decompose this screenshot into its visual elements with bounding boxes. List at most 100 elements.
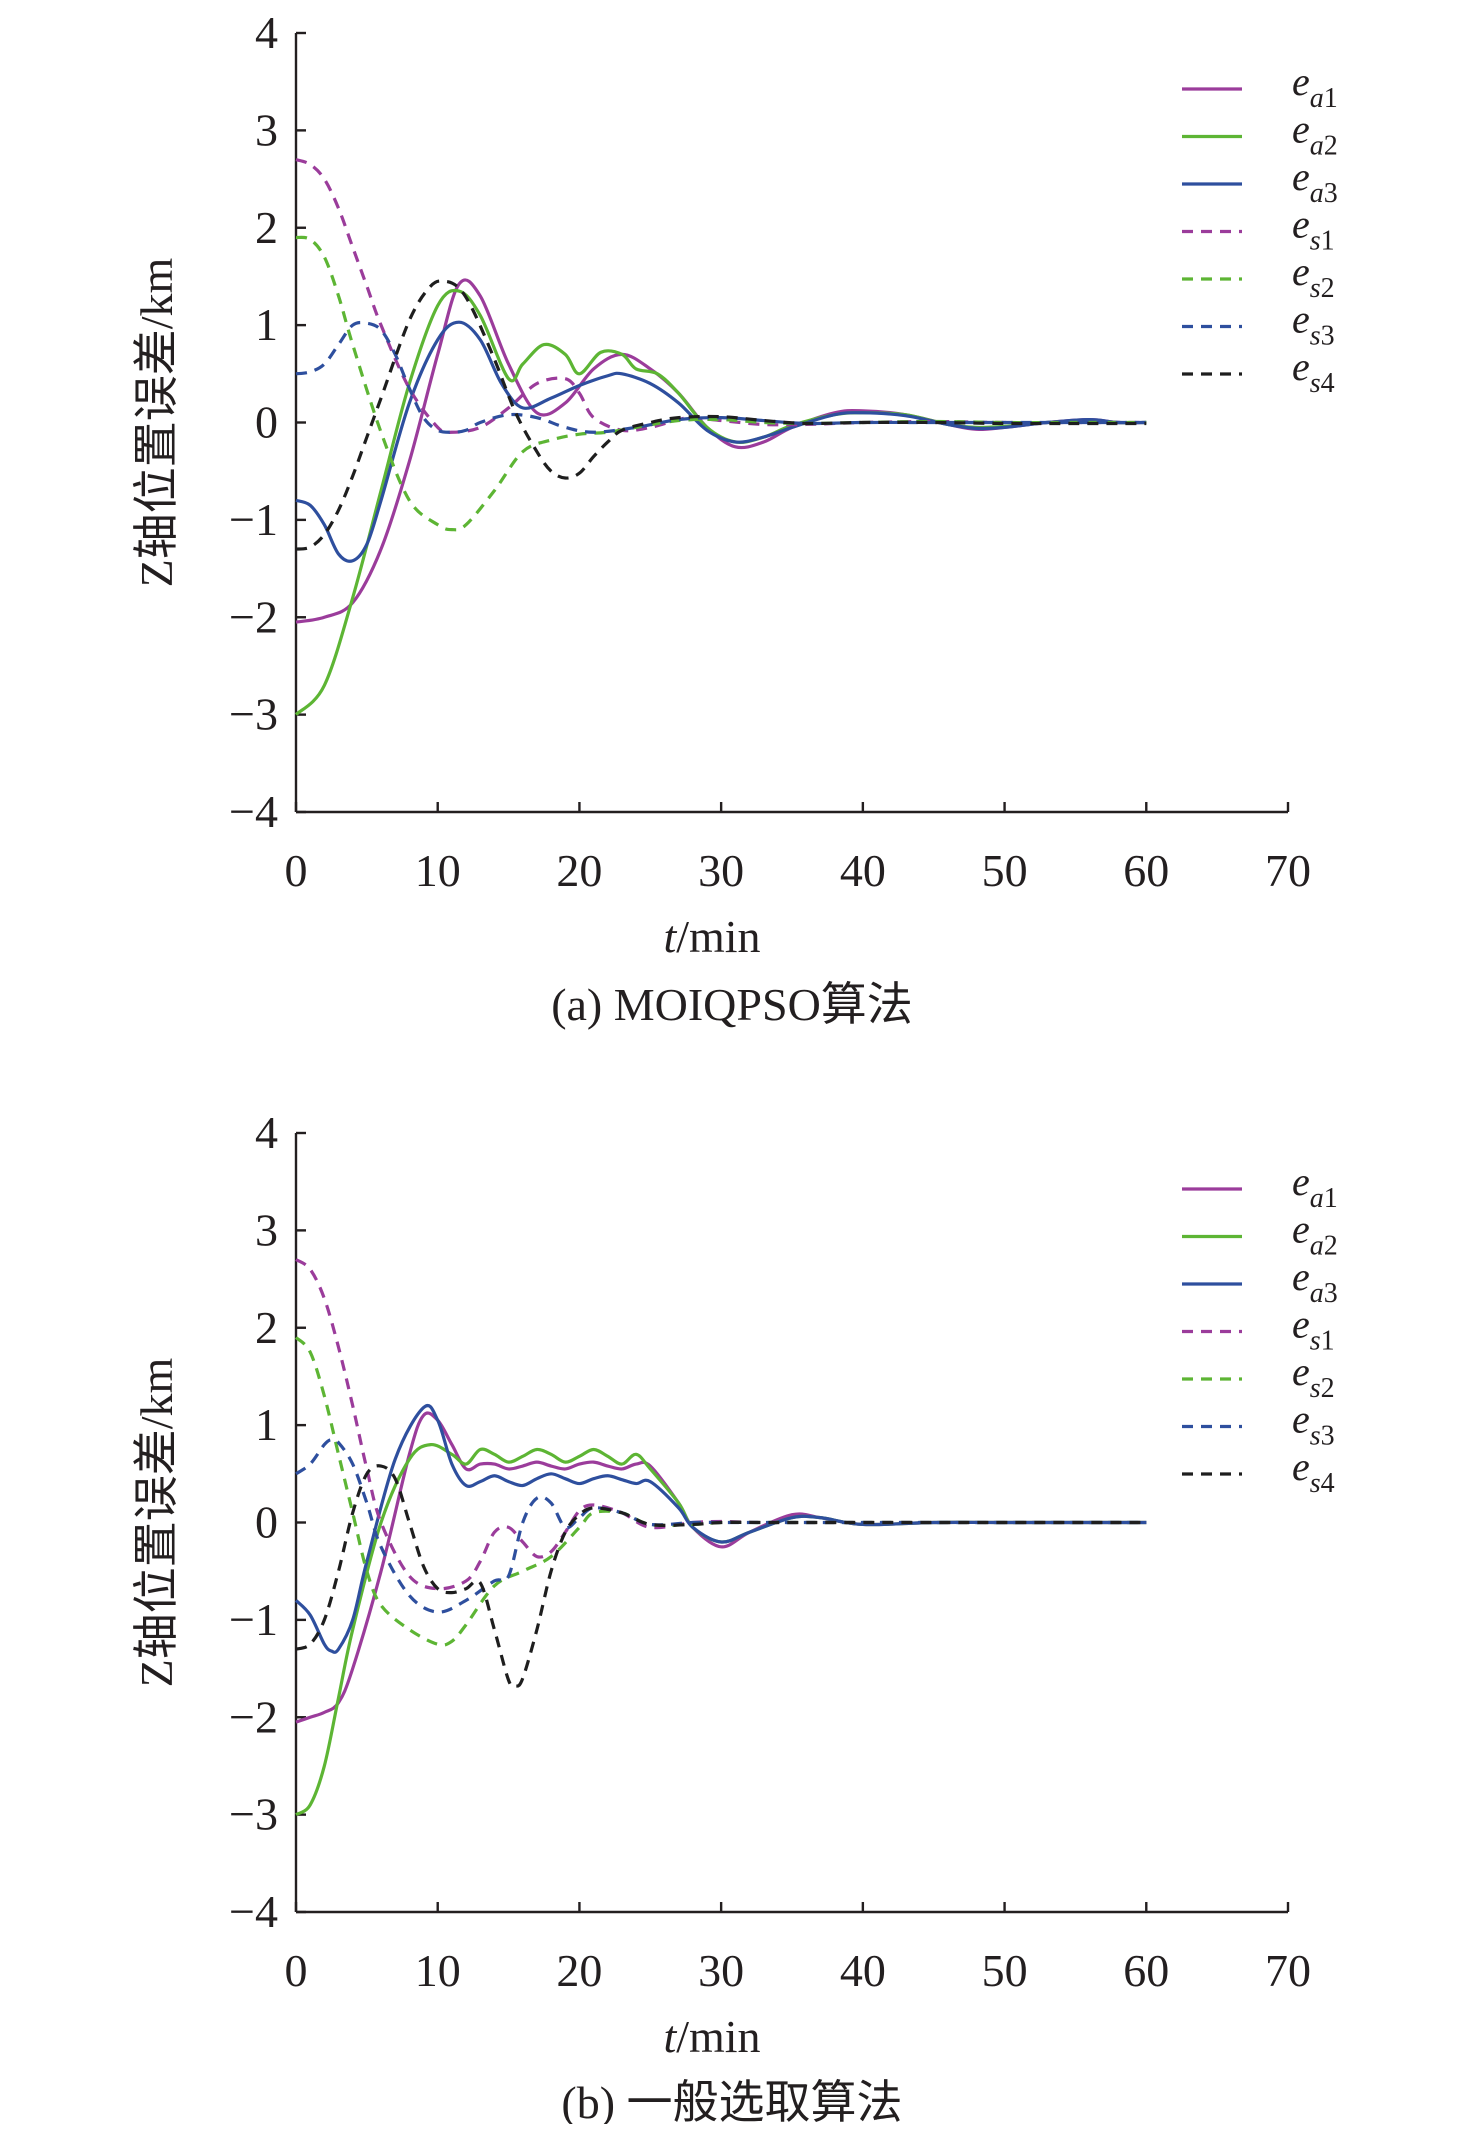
- legend-sub-index: 1: [1324, 83, 1338, 114]
- legend-label-main: e: [1292, 202, 1310, 247]
- x-tick-label: 50: [982, 1945, 1028, 1996]
- legend-label-sub: s4: [1310, 368, 1335, 399]
- legend-label: es3: [1292, 297, 1335, 352]
- legend-label-main: e: [1292, 107, 1310, 152]
- x-tick-label: 60: [1123, 1945, 1169, 1996]
- x-tick-label: 10: [415, 1945, 461, 1996]
- legend-label: es3: [1292, 1397, 1335, 1452]
- legend-label: ea2: [1292, 1207, 1338, 1262]
- y-tick-label: −1: [229, 494, 278, 545]
- legend-sub-letter: s: [1310, 321, 1321, 352]
- legend-sub-index: 1: [1321, 226, 1335, 257]
- legend-label-main: e: [1292, 1349, 1310, 1394]
- legend-item-ea3: ea3: [1182, 1254, 1338, 1309]
- series-line-ea1: [295, 278, 1147, 624]
- y-tick-label: −4: [229, 786, 278, 837]
- y-tick-label: 0: [255, 1497, 278, 1548]
- legend-label: ea3: [1292, 1254, 1338, 1309]
- legend-label-sub: a2: [1310, 131, 1338, 162]
- legend-label-sub: s2: [1310, 1373, 1335, 1404]
- figure-caption: (a) MOIQPSO算法: [551, 979, 913, 1030]
- legend-label-main: e: [1292, 1444, 1310, 1489]
- legend-sub-letter: s: [1310, 1468, 1321, 1499]
- legend-item-es4: es4: [1182, 1444, 1335, 1499]
- x-tick-label: 10: [415, 845, 461, 896]
- legend-label: ea1: [1292, 59, 1338, 114]
- x-axis-title: t/min: [663, 911, 760, 962]
- legend-label: es4: [1292, 344, 1335, 399]
- legend-label-sub: s2: [1310, 273, 1335, 304]
- legend-sub-letter: s: [1310, 1326, 1321, 1357]
- legend-label: es4: [1292, 1444, 1335, 1499]
- y-tick-label: 2: [255, 202, 278, 253]
- x-tick-label: 70: [1265, 1945, 1311, 1996]
- x-tick-label: 50: [982, 845, 1028, 896]
- legend-sub-index: 3: [1324, 1278, 1338, 1309]
- legend-label: ea1: [1292, 1159, 1338, 1214]
- legend-sub-letter: s: [1310, 1373, 1321, 1404]
- legend-label-main: e: [1292, 1302, 1310, 1347]
- y-tick-label: 2: [255, 1302, 278, 1353]
- legend-sub-index: 2: [1324, 1231, 1338, 1262]
- series-line-es3: [295, 1437, 1147, 1614]
- legend-item-es3: es3: [1182, 1397, 1335, 1452]
- x-tick-label: 20: [556, 1945, 602, 1996]
- x-tick-label: 40: [840, 1945, 886, 1996]
- legend-label-main: e: [1292, 1159, 1310, 1204]
- legend-sub-index: 2: [1324, 131, 1338, 162]
- legend-sub-letter: a: [1310, 1278, 1324, 1309]
- figure-caption: (b) 一般选取算法: [561, 2077, 902, 2124]
- legend-label-sub: s1: [1310, 226, 1335, 257]
- legend-sub-index: 1: [1321, 1326, 1335, 1357]
- y-tick-label: −3: [229, 1789, 278, 1840]
- legend-label: ea3: [1292, 154, 1338, 209]
- y-tick-label: −1: [229, 1594, 278, 1645]
- y-tick-label: −2: [229, 591, 278, 642]
- legend-label-sub: s4: [1310, 1468, 1335, 1499]
- series-line-es2: [295, 235, 1147, 532]
- legend-sub-index: 2: [1321, 273, 1335, 304]
- legend-sub-letter: a: [1310, 1183, 1324, 1214]
- x-tick-label: 70: [1265, 845, 1311, 896]
- legend-label-main: e: [1292, 59, 1310, 104]
- legend-item-es3: es3: [1182, 297, 1335, 352]
- y-tick-label: 1: [255, 299, 278, 350]
- legend-label-main: e: [1292, 1397, 1310, 1442]
- legend-label-main: e: [1292, 1207, 1310, 1252]
- y-tick-label: 0: [255, 397, 278, 448]
- x-tick-label: 30: [698, 845, 744, 896]
- legend-item-es2: es2: [1182, 249, 1335, 304]
- legend-label-main: e: [1292, 154, 1310, 199]
- series-line-ea3: [294, 1403, 1147, 1654]
- x-tick-label: 40: [840, 845, 886, 896]
- legend-label-main: e: [1292, 297, 1310, 342]
- legend-item-es4: es4: [1182, 344, 1335, 399]
- legend-item-es1: es1: [1182, 1302, 1335, 1357]
- legend-label-sub: a3: [1310, 178, 1338, 209]
- series-line-es1: [295, 158, 1147, 435]
- x-axis-title: t/min: [663, 2011, 760, 2062]
- legend-label-main: e: [1292, 1254, 1310, 1299]
- legend-sub-letter: s: [1310, 226, 1321, 257]
- legend-item-ea1: ea1: [1182, 1159, 1338, 1214]
- legend-sub-letter: a: [1310, 131, 1324, 162]
- series-line-es1: [295, 1258, 1147, 1591]
- y-tick-label: −4: [229, 1886, 278, 1937]
- y-tick-label: 3: [255, 104, 278, 155]
- legend-item-ea2: ea2: [1182, 1207, 1338, 1262]
- legend-sub-index: 4: [1321, 1468, 1335, 1499]
- legend-label-main: e: [1292, 249, 1310, 294]
- legend-sub-index: 1: [1324, 1183, 1338, 1214]
- series-line-ea2: [295, 1442, 1147, 1817]
- y-tick-label: 1: [255, 1399, 278, 1450]
- series-line-ea3: [295, 320, 1147, 563]
- y-tick-label: 4: [255, 7, 278, 58]
- series-line-es4: [295, 279, 1147, 551]
- y-tick-label: −2: [229, 1691, 278, 1742]
- legend-item-es1: es1: [1182, 202, 1335, 257]
- y-tick-label: 4: [255, 1107, 278, 1158]
- legend-sub-letter: s: [1310, 368, 1321, 399]
